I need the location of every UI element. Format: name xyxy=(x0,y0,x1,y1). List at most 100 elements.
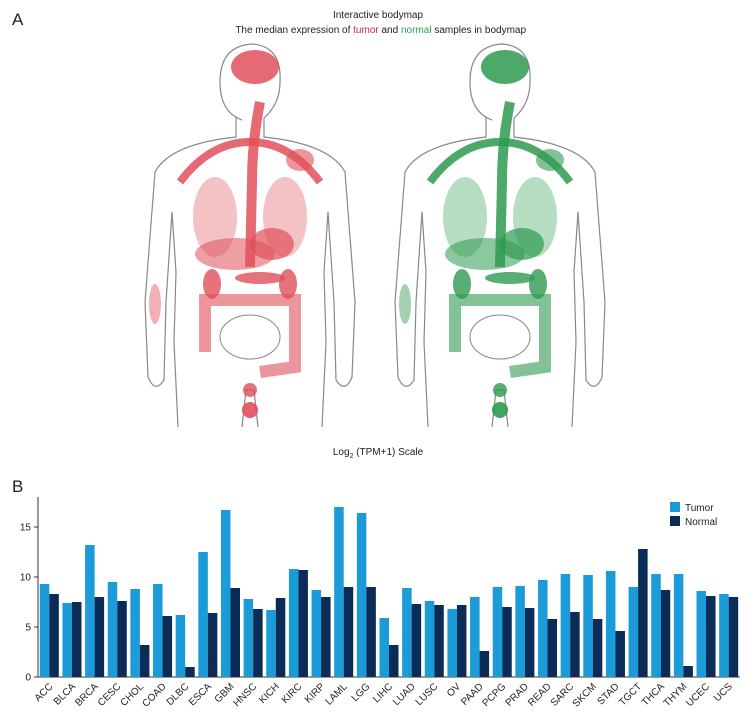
bar xyxy=(447,609,457,677)
subtitle-part: The median expression of xyxy=(235,25,353,36)
bar xyxy=(706,596,716,677)
bar xyxy=(366,587,376,677)
x-tick-label: KIRC xyxy=(280,681,305,706)
bar xyxy=(253,609,263,677)
bar xyxy=(266,610,276,677)
y-tick-label: 0 xyxy=(25,673,31,684)
bar xyxy=(356,513,367,677)
x-tick-label: COAD xyxy=(140,681,168,709)
bar xyxy=(605,571,616,677)
bar xyxy=(673,574,684,677)
bar xyxy=(389,645,399,677)
x-tick-label: CESC xyxy=(96,681,123,708)
legend-swatch xyxy=(670,502,680,512)
subtitle-normal: normal xyxy=(401,25,432,36)
bar xyxy=(515,586,525,677)
y-tick-label: 10 xyxy=(20,573,32,584)
bar xyxy=(321,597,331,677)
bar xyxy=(660,590,671,677)
x-tick-label: LGG xyxy=(350,681,373,704)
bar xyxy=(570,612,580,677)
x-tick-label: HNSC xyxy=(231,681,259,709)
panel-label: A xyxy=(12,10,24,29)
x-tick-label: DLBC xyxy=(165,681,192,708)
bar xyxy=(185,667,195,677)
bar xyxy=(696,591,707,677)
bar xyxy=(470,597,480,677)
x-tick-label: STAD xyxy=(595,681,621,707)
bar xyxy=(719,594,729,677)
x-tick-label: UCEC xyxy=(684,681,712,709)
bar xyxy=(651,574,661,677)
bodymap-title: Interactive bodymap xyxy=(333,10,423,21)
bar xyxy=(547,619,558,677)
x-tick-label: KIRP xyxy=(303,681,328,706)
x-tick-label: READ xyxy=(526,681,553,708)
bar xyxy=(424,601,435,677)
subtitle-tumor: tumor xyxy=(353,25,379,36)
bar xyxy=(379,618,389,677)
scale-subscript: 2 xyxy=(350,453,354,460)
bar xyxy=(230,588,240,677)
x-tick-label: LAML xyxy=(324,681,351,708)
bodymap-subtitle: The median expression of tumor and norma… xyxy=(222,25,535,36)
bar xyxy=(275,598,286,677)
tumor-bodymap xyxy=(145,44,355,427)
x-tick-label: SKCM xyxy=(571,681,599,709)
y-tick-label: 15 xyxy=(20,523,32,534)
subtitle-part: samples in bodymap xyxy=(432,25,527,36)
bar xyxy=(153,584,163,677)
bar xyxy=(39,584,50,677)
bar xyxy=(638,549,648,677)
x-tick-label: UCS xyxy=(712,681,735,704)
x-tick-label: BRCA xyxy=(73,681,101,709)
x-tick-label: BLCA xyxy=(52,681,78,707)
bar xyxy=(130,589,140,677)
x-tick-label: KICH xyxy=(257,681,282,706)
bar xyxy=(298,570,308,677)
x-tick-label: OV xyxy=(445,681,463,699)
bar xyxy=(615,631,625,677)
bar xyxy=(560,574,571,677)
bar xyxy=(71,602,82,677)
legend-swatch xyxy=(670,516,680,526)
bar xyxy=(94,597,105,677)
bar xyxy=(207,613,218,677)
bar xyxy=(311,590,322,677)
bar xyxy=(538,580,548,677)
bar xyxy=(343,587,354,677)
bar xyxy=(628,587,639,677)
normal-bodymap xyxy=(395,44,605,427)
bar xyxy=(85,545,95,677)
bar xyxy=(411,604,422,677)
x-tick-label: THCA xyxy=(640,681,667,708)
scale-text: (TPM+1) Scale xyxy=(353,447,423,458)
bar xyxy=(583,575,593,677)
bar xyxy=(334,507,344,677)
bar xyxy=(402,588,412,677)
x-tick-label: PCPG xyxy=(481,681,509,709)
scale-label: Log2 (TPM+1) Scale xyxy=(333,447,424,460)
x-tick-label: TGCT xyxy=(617,681,644,708)
y-tick-label: 5 xyxy=(25,623,31,634)
x-tick-label: ESCA xyxy=(187,681,214,708)
bar xyxy=(592,619,603,677)
bar xyxy=(492,587,503,677)
bar xyxy=(139,645,150,677)
bar xyxy=(479,651,490,677)
bar xyxy=(524,608,535,677)
bar xyxy=(220,510,231,677)
bar xyxy=(456,605,467,677)
x-tick-label: PRAD xyxy=(504,681,531,708)
bar xyxy=(117,601,127,677)
x-tick-label: LUSC xyxy=(414,681,441,708)
bar xyxy=(502,607,512,677)
legend-label: Tumor xyxy=(685,503,714,514)
x-tick-label: THYM xyxy=(662,681,690,709)
bar xyxy=(434,605,444,677)
x-tick-label: SARC xyxy=(549,681,576,708)
bar-chart: 051015ACCBLCABRCACESCCHOLCOADDLBCESCAGBM… xyxy=(20,497,740,710)
bar xyxy=(107,582,118,677)
